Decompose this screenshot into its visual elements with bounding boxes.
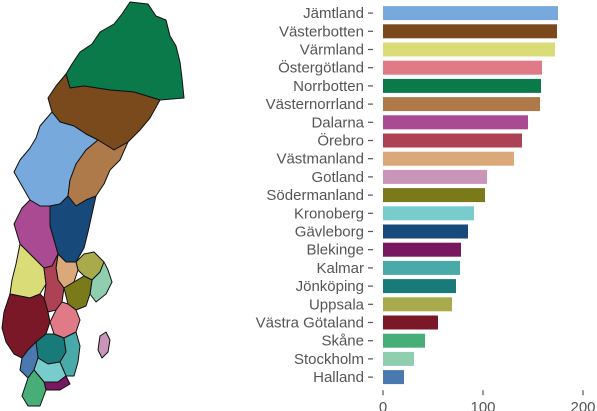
x-axis-ticks	[382, 390, 584, 396]
category-label: Gotland	[311, 169, 364, 186]
bar-17	[383, 315, 438, 330]
map-region-ostergotland	[49, 301, 81, 339]
map-region-stockholm	[89, 261, 113, 303]
x-axis-tick-labels: 0 100 200	[379, 399, 596, 411]
bar-10	[383, 188, 485, 203]
bar-0	[383, 6, 558, 21]
bar-15	[383, 279, 456, 294]
bar-4	[383, 78, 541, 93]
bar-14	[383, 260, 460, 275]
map-region-gotland	[97, 331, 111, 359]
category-label: Gävleborg	[295, 224, 364, 241]
bar-8	[383, 151, 514, 166]
bars	[383, 6, 558, 385]
map-region-skane	[21, 369, 47, 407]
category-label: Örebro	[317, 132, 364, 150]
bar-20	[383, 370, 404, 385]
category-label: Västra Götaland	[256, 315, 364, 332]
category-label: Värmland	[300, 42, 364, 59]
category-label: Jönköping	[296, 278, 364, 295]
bar-19	[383, 351, 414, 366]
bar-1	[383, 24, 557, 39]
category-label: Västmanland	[276, 151, 364, 168]
bar-7	[383, 133, 522, 148]
bar-2	[383, 42, 555, 57]
category-label: Stockholm	[294, 351, 364, 368]
map-region-kalmar	[59, 331, 81, 377]
category-label: Södermanland	[266, 187, 364, 204]
category-label: Uppsala	[309, 296, 365, 313]
bar-11	[383, 206, 474, 221]
bar-6	[383, 115, 528, 130]
category-label: Blekinge	[306, 242, 364, 259]
bar-16	[383, 297, 452, 312]
category-label: Kalmar	[316, 260, 364, 277]
category-label: Skåne	[321, 333, 364, 350]
bar-9	[383, 169, 487, 184]
category-label: Halland	[313, 369, 364, 386]
bar-13	[383, 242, 461, 257]
category-label: Dalarna	[311, 114, 364, 131]
y-axis-ticks	[368, 12, 373, 378]
bar-5	[383, 97, 540, 112]
category-label: Västerbotten	[279, 23, 364, 40]
bar-18	[383, 333, 425, 348]
x-tick-label: 100	[470, 399, 495, 411]
category-label: Jämtland	[303, 5, 364, 22]
category-label: Kronoberg	[294, 205, 364, 222]
x-tick-label: 200	[570, 399, 595, 411]
x-tick-label: 0	[379, 399, 387, 411]
bar-12	[383, 224, 468, 239]
category-label: Norrbotten	[293, 78, 364, 95]
map-region-orebro	[43, 253, 65, 313]
category-label: Östergötland	[278, 59, 364, 77]
sweden-map	[1, 1, 185, 407]
bar-3	[383, 60, 542, 75]
category-label: Västernorrland	[266, 96, 364, 113]
